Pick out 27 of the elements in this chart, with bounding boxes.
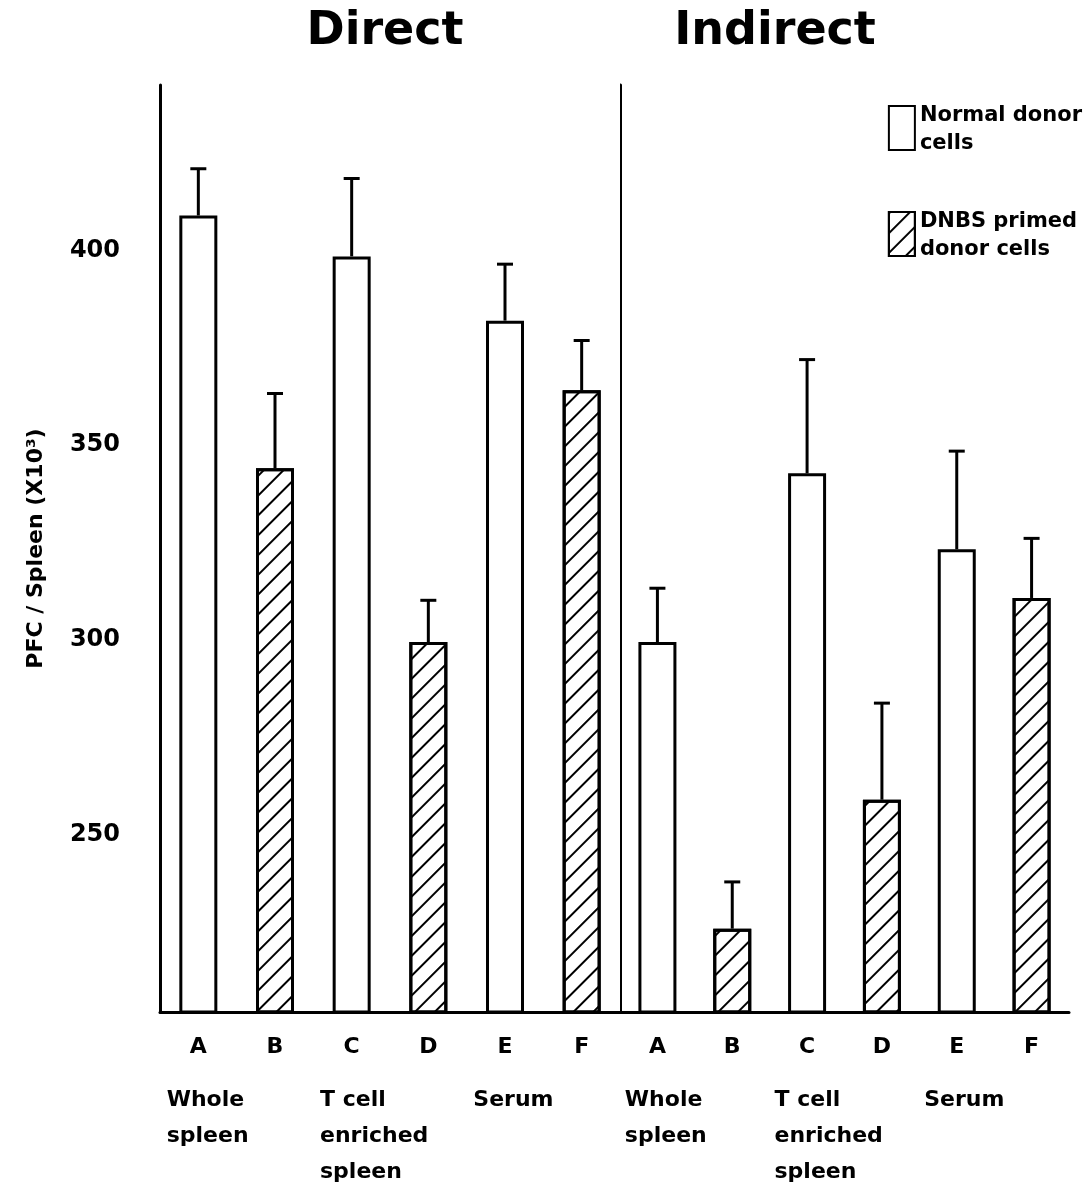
text: Whole spleen [166, 1085, 252, 1147]
y-axis-title: PFC / Spleen (X10³) [21, 428, 47, 669]
text: T cell enriched spleen [774, 1085, 891, 1183]
x-tick-label: D [872, 1032, 892, 1058]
x-tick-label: C [799, 1032, 816, 1058]
legend-label: DNBS primed donor cells [919, 208, 1078, 260]
x-tick-label: D [419, 1032, 438, 1058]
text: Serum [924, 1085, 1005, 1111]
legend-label: Normal donor cells [919, 102, 1083, 154]
x-tick-label: F [1024, 1032, 1040, 1058]
chart-title: Direct [306, 1, 464, 55]
x-tick-label: B [723, 1032, 741, 1058]
x-tick-label: E [949, 1032, 965, 1058]
x-tick-label: A [648, 1032, 666, 1058]
text: Whole spleen [624, 1085, 711, 1147]
x-tick-label: E [497, 1032, 513, 1058]
x-tick-label: B [266, 1032, 284, 1058]
x-tick-label: F [574, 1032, 590, 1058]
y-tick-label: 300 [69, 624, 120, 653]
x-tick-label: A [189, 1032, 207, 1058]
chart-title: Indirect [674, 1, 876, 55]
y-tick-label: 350 [69, 429, 120, 458]
text: Serum [473, 1085, 554, 1111]
y-tick-label: 250 [69, 818, 120, 847]
x-tick-label: C [343, 1032, 360, 1058]
y-tick-label: 400 [69, 234, 120, 263]
text: T cell enriched spleen [320, 1085, 437, 1183]
